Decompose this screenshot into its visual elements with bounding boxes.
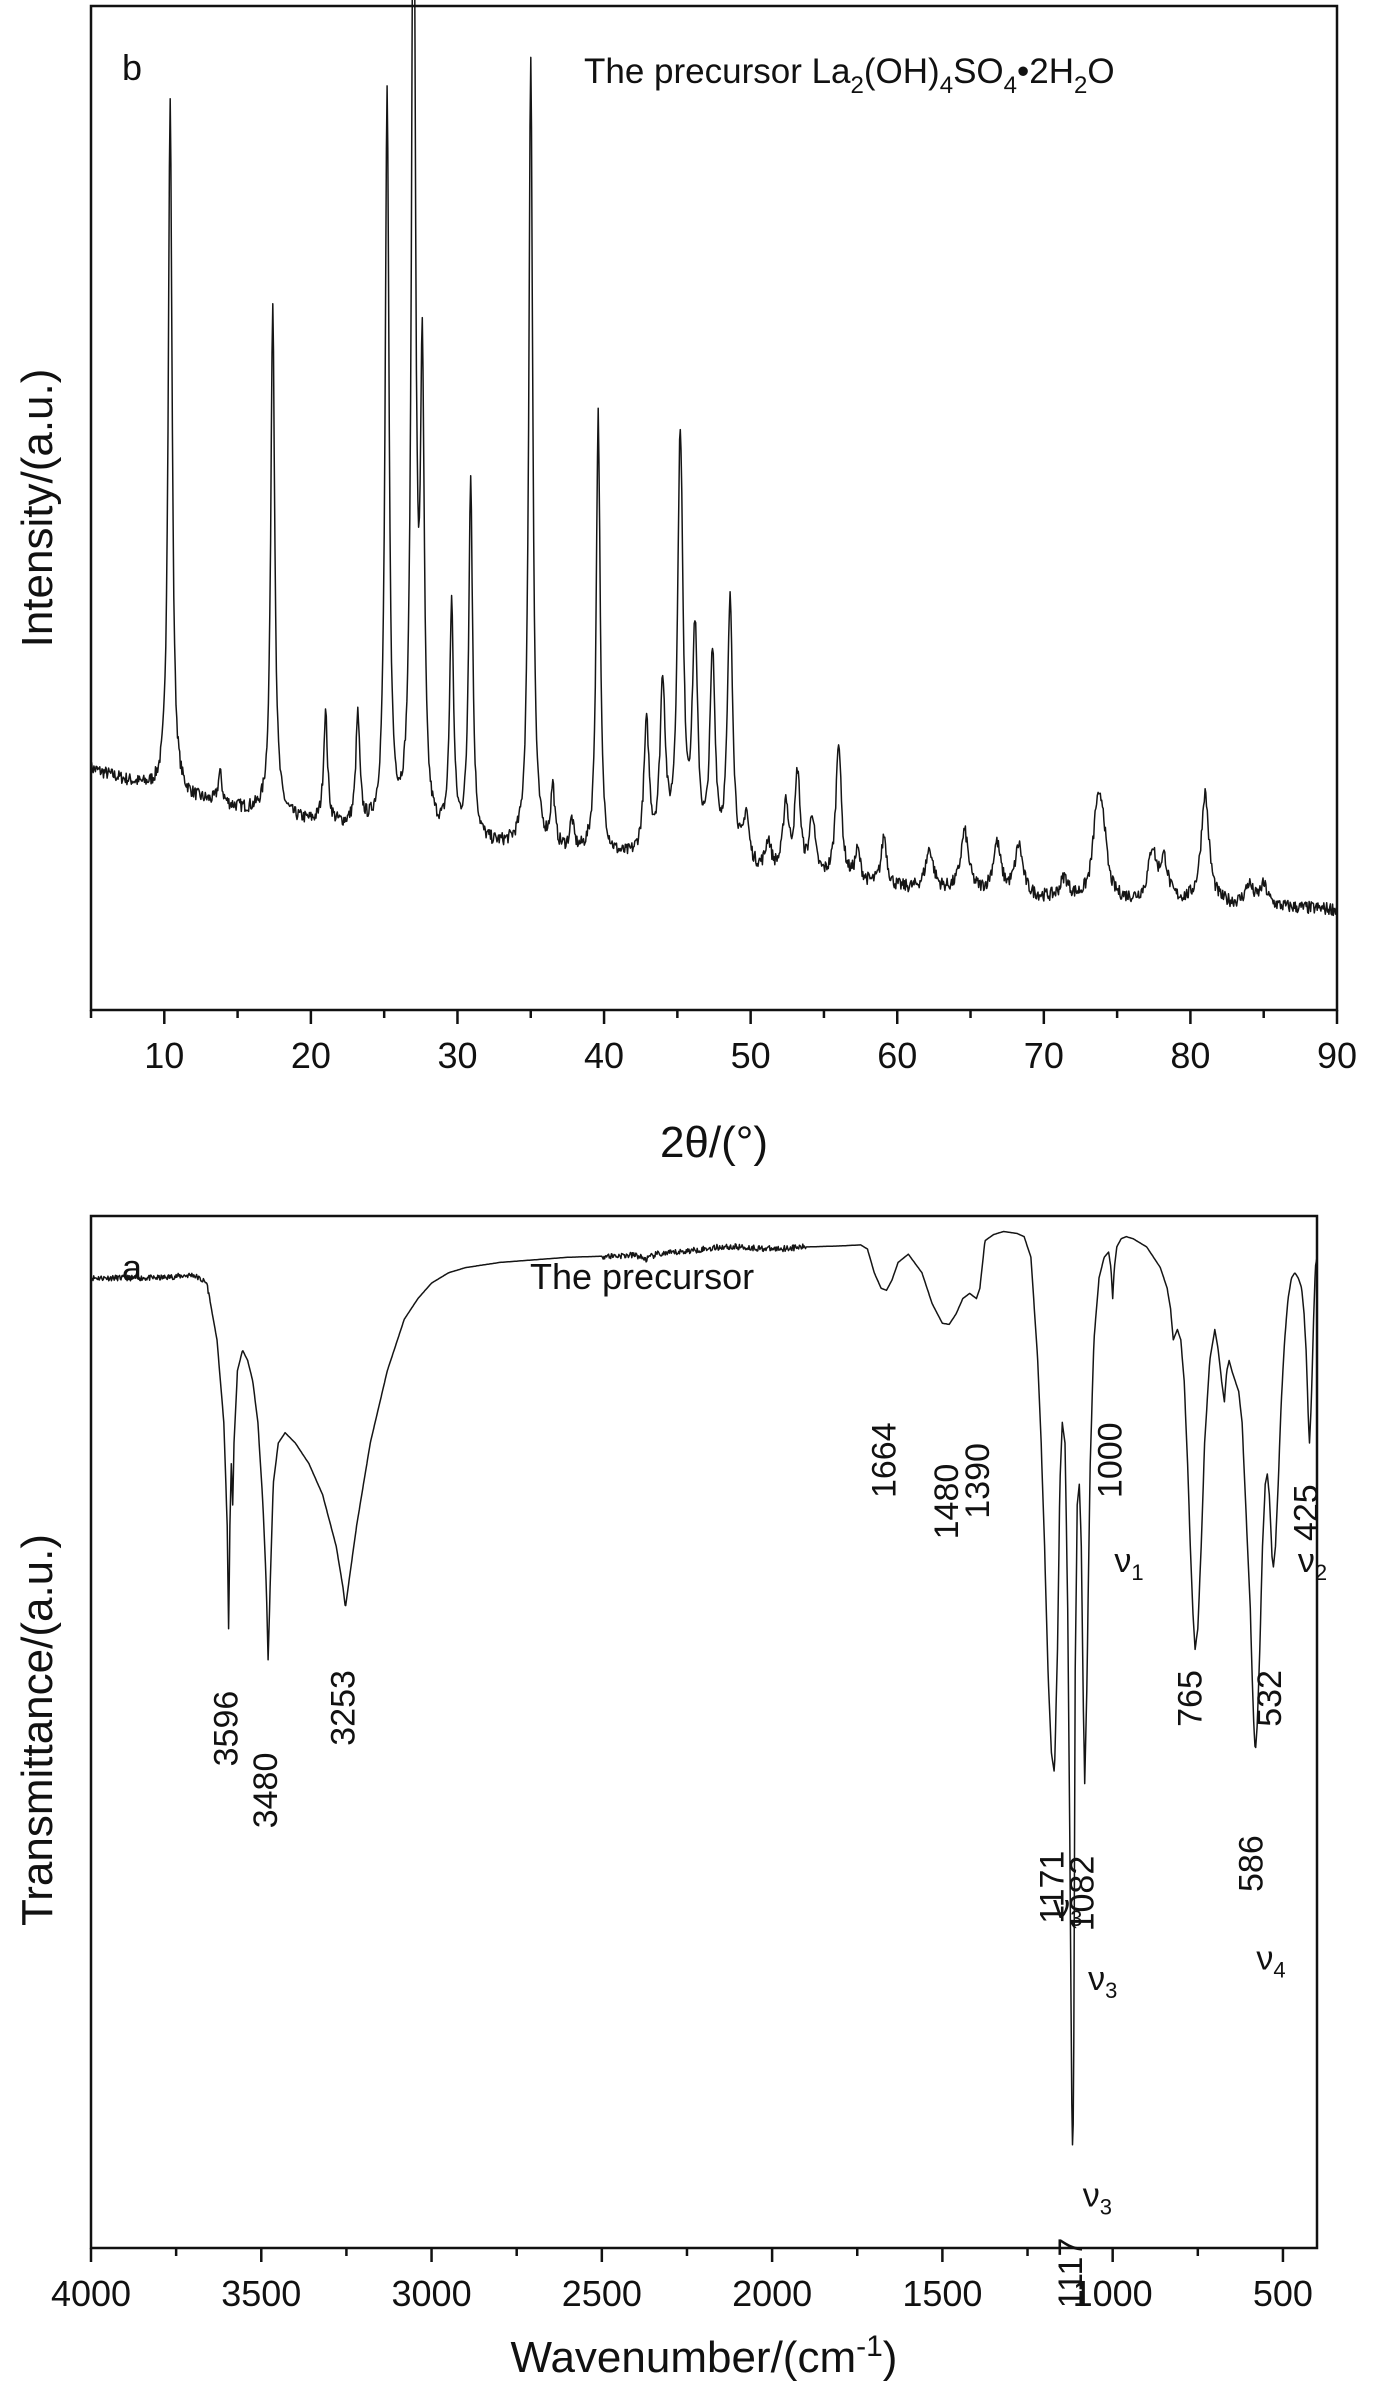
ftir-plot-frame [89, 1214, 1319, 2250]
ftir-mode-label: ν2 [1298, 1542, 1327, 1585]
xrd-x-tick-label: 40 [584, 1035, 624, 1076]
ftir-peak-label: 3480 [247, 1753, 285, 1829]
xrd-x-tick-labels: 10 20 30 40 50 60 70 80 90 [144, 1035, 1357, 1076]
ftir-peak-label: 532 [1251, 1670, 1289, 1727]
ftir-peak-label: 3253 [324, 1670, 362, 1746]
ftir-peak-label: 586 [1233, 1835, 1271, 1892]
ftir-peak-label: 1480 [928, 1464, 966, 1540]
xrd-x-ticks [89, 1010, 1339, 1024]
xrd-panel-label: b [122, 47, 142, 88]
ftir-peak-label: 1117 [1052, 2238, 1090, 2309]
ftir-peak-label: 3596 [208, 1691, 246, 1767]
xrd-x-tick-label: 70 [1024, 1035, 1064, 1076]
ftir-x-tick-label: 1500 [902, 2273, 982, 2314]
ftir-y-axis-label: Transmittance/(a.u.) [13, 1534, 62, 1926]
ftir-peak-label: 1000 [1092, 1422, 1130, 1498]
ftir-x-tick-label: 2500 [562, 2273, 642, 2314]
xrd-x-axis-label: 2θ/(°) [660, 1118, 768, 1167]
xrd-x-tick-label: 10 [144, 1035, 184, 1076]
ftir-x-tick-labels: 4000 3500 3000 2500 2000 1500 1000 500 [51, 2273, 1313, 2314]
xrd-x-tick-label: 50 [731, 1035, 771, 1076]
xrd-pattern-line [90, 0, 1338, 917]
ftir-peak-label: 1664 [865, 1422, 903, 1498]
ftir-mode-label: ν4 [1256, 1939, 1285, 1982]
xrd-x-tick-label: 90 [1317, 1035, 1357, 1076]
xrd-y-axis-label: Intensity/(a.u.) [13, 369, 62, 648]
xrd-x-tick-label: 20 [291, 1035, 331, 1076]
xrd-plot-frame [89, 4, 1339, 1012]
ftir-title: The precursor [530, 1256, 754, 1297]
ftir-x-ticks [89, 2248, 1285, 2262]
ftir-peak-label: 765 [1172, 1670, 1210, 1727]
ftir-x-tick-label: 3500 [221, 2273, 301, 2314]
ftir-x-tick-label: 2000 [732, 2273, 812, 2314]
xrd-x-tick-label: 80 [1170, 1035, 1210, 1076]
xrd-title: The precursor La2(OH)4SO4•2H2O [584, 52, 1115, 99]
xrd-panel: 10 20 30 40 50 60 70 80 90 b The precursor La2(O… [13, 0, 1357, 1167]
xrd-x-tick-label: 60 [877, 1035, 917, 1076]
ftir-peak-label: 1390 [959, 1443, 997, 1519]
ftir-x-tick-label: 3000 [392, 2273, 472, 2314]
ftir-peak-label: 1082 [1064, 1856, 1102, 1932]
ftir-x-tick-label: 4000 [51, 2273, 131, 2314]
ftir-panel: 4000 3500 3000 2500 2000 1500 1000 500 a The pr… [13, 1214, 1327, 2381]
ftir-mode-label: ν1 [1114, 1542, 1143, 1585]
ftir-x-tick-label: 500 [1253, 2273, 1313, 2314]
ftir-peak-label: 1171 [1033, 1851, 1071, 1924]
ftir-mode-label: ν3 [1053, 1888, 1082, 1931]
ftir-spectrum-line [90, 1230, 1318, 2146]
xrd-x-tick-label: 30 [437, 1035, 477, 1076]
ftir-mode-label: ν3 [1088, 1960, 1117, 2003]
ftir-x-tick-label: 1000 [1073, 2273, 1153, 2314]
ftir-peak-label: 425 [1288, 1484, 1326, 1541]
ftir-panel-label: a [122, 1247, 143, 1288]
ftir-x-axis-label: Wavenumber/(cm-1) [511, 2330, 898, 2381]
ftir-mode-label: ν3 [1083, 2177, 1112, 2220]
